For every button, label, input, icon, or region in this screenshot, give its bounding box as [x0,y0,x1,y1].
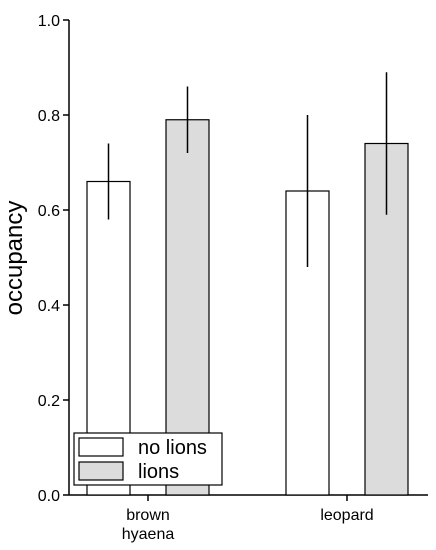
y-tick-label: 0.2 [38,393,60,410]
legend-label: no lions [138,437,207,459]
y-tick-label: 0.4 [38,298,60,315]
y-tick-label: 0.8 [38,108,60,125]
y-tick-label: 1.0 [38,13,60,30]
y-tick-labels: 0.0 0.2 0.4 0.6 0.8 1.0 [38,13,60,505]
y-axis-title: occupancy [1,201,28,316]
x-tick-label: brown hyaena [122,507,175,543]
legend-label: lions [138,461,179,483]
legend-swatch [78,437,124,457]
y-tick-label: 0.6 [38,203,60,220]
x-tick-labels: brown hyaena leopard [122,507,374,543]
x-tick-label: leopard [320,507,373,524]
bar [285,190,330,496]
error-bars [107,72,388,267]
y-tick-label: 0.0 [38,488,60,505]
legend-swatch [78,461,124,481]
